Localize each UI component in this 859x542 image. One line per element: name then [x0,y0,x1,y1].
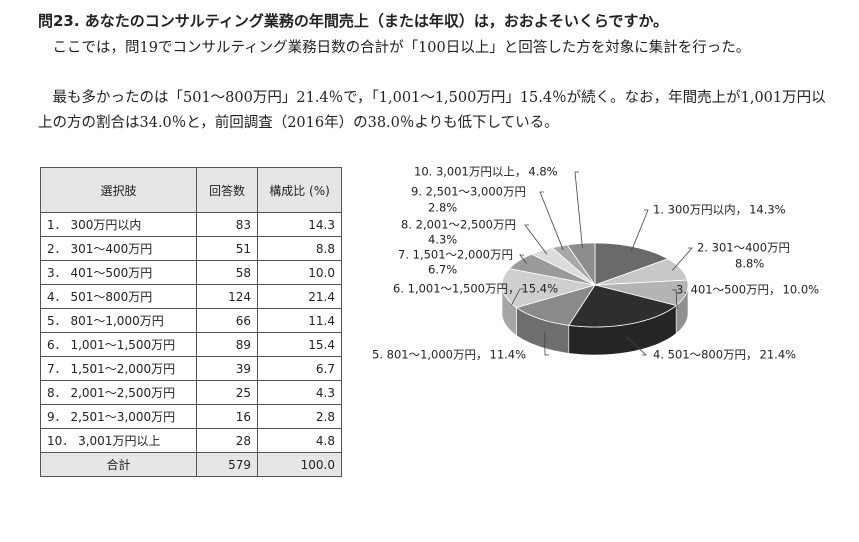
table-row: 1． 300万円以内 83 14.3 [40,212,342,237]
slice [501,268,596,309]
paragraph: ここでは，問19でコンサルティング業務日数の合計が「100日以上」と回答した方を… [52,40,751,56]
header-row: 選択肢 回答数 構成比 (%) [40,167,342,213]
slice-value-label: 2.8% [428,201,457,215]
leader-line [574,171,583,248]
table-row: 6． 1,001～1,500万円 89 15.4 [40,332,342,357]
slice-label: 3. 401～500万円， [676,283,781,297]
leader-line [671,247,693,271]
header-cell: 回答数 [196,167,258,213]
table-cell: 14.3 [257,212,342,237]
slice-value-label: 11.4% [490,348,527,362]
slice-label: 10. 3,001万円以上， [414,165,526,179]
slice [530,247,596,286]
table-cell: 8.8 [257,236,342,261]
slice-label: 9. 2,501～3,000万円 [411,185,526,199]
table-row: 3． 401～500万円 58 10.0 [40,260,342,285]
slice-value-label: 4.3% [428,233,457,247]
table-cell: 100.0 [257,452,342,477]
table-cell: 11.4 [257,308,342,333]
table-cell: 4.8 [257,428,342,453]
slice [566,242,596,287]
slice-label: 2. 301～400万円 [697,241,790,255]
table-cell: 579 [196,452,258,477]
slice-value-label: 4.8% [528,165,557,179]
slice-label: 1. 300万円以内， [653,203,747,217]
table-row: 2． 301～400万円 51 8.8 [40,236,342,261]
leader-line [544,332,549,356]
slice [551,244,596,286]
slice [508,253,596,286]
table-cell: 124 [196,284,258,309]
leader-line [631,209,649,252]
table-cell: 6． 1,001～1,500万円 [40,332,197,357]
header-cell: 選択肢 [40,167,197,213]
slice-label: 8. 2,001～2,500万円 [401,218,516,232]
slice-value-label: 15.4% [521,282,558,296]
table-cell: 58 [196,260,258,285]
result-table: 選択肢 回答数 構成比 (%) 1． 300万円以内 83 14.3 2． 301～400万… [40,167,342,477]
leader-line [539,191,564,251]
table-cell: 10． 3,001万円以上 [40,428,197,453]
table-cell: 8． 2,001～2,500万円 [40,380,197,405]
leader-line [626,336,648,356]
table-row: 9． 2,501～3,000万円 16 2.8 [40,404,342,429]
slice-value-label: 14.3% [749,203,786,217]
table-cell: 9． 2,501～3,000万円 [40,404,197,429]
slice-value-label: 21.4% [760,348,797,362]
table-cell: 4． 501～800万円 [40,284,197,309]
table-cell: 89 [196,332,258,357]
slice-label: 7. 1,501～2,000万円 [398,248,513,262]
slice [568,284,678,328]
table-cell: 25 [196,380,258,405]
slice-value-label: 8.8% [735,257,764,271]
slice [515,284,596,326]
table-cell: 10.0 [257,260,342,285]
slice [594,242,669,286]
table-cell: 合計 [40,452,197,477]
slice [594,258,688,286]
leader-line [519,254,527,264]
slice-label: 5. 801～1,000万円， [372,348,488,362]
total-row: 合計 579 100.0 [40,452,342,477]
table-cell: 15.4 [257,332,342,357]
paragraph: 最も多かったのは「501～800万円」21.4％で，「1,001～1,500万円… [38,90,826,131]
leader-line [672,289,678,310]
slice-label: 4. 501～800万円， [653,348,758,362]
table-row: 4． 501～800万円 124 21.4 [40,284,342,309]
table-row: 10． 3,001万円以上 28 4.8 [40,428,342,453]
slice-label: 6. 1,001～1,500万円， [393,282,519,296]
table-cell: 4.3 [257,380,342,405]
slice-value-label: 10.0% [783,283,820,297]
slice [594,279,689,306]
table-cell: 83 [196,212,258,237]
table-cell: 2． 301～400万円 [40,236,197,261]
question-title: 問23. あなたのコンサルティング業務の年間売上（または年収）は，おおよそいくら… [38,12,669,30]
header-cell: 構成比 (%) [257,167,342,213]
table-row: 5． 801～1,000万円 66 11.4 [40,308,342,333]
slice-value-label: 6.7% [428,263,457,277]
table-cell: 1． 300万円以内 [40,212,197,237]
leader-line [511,288,524,306]
leader-line [524,224,548,255]
table-row: 8． 2,001～2,500万円 25 4.3 [40,380,342,405]
table-cell: 51 [196,236,258,261]
table-cell: 3． 401～500万円 [40,260,197,285]
